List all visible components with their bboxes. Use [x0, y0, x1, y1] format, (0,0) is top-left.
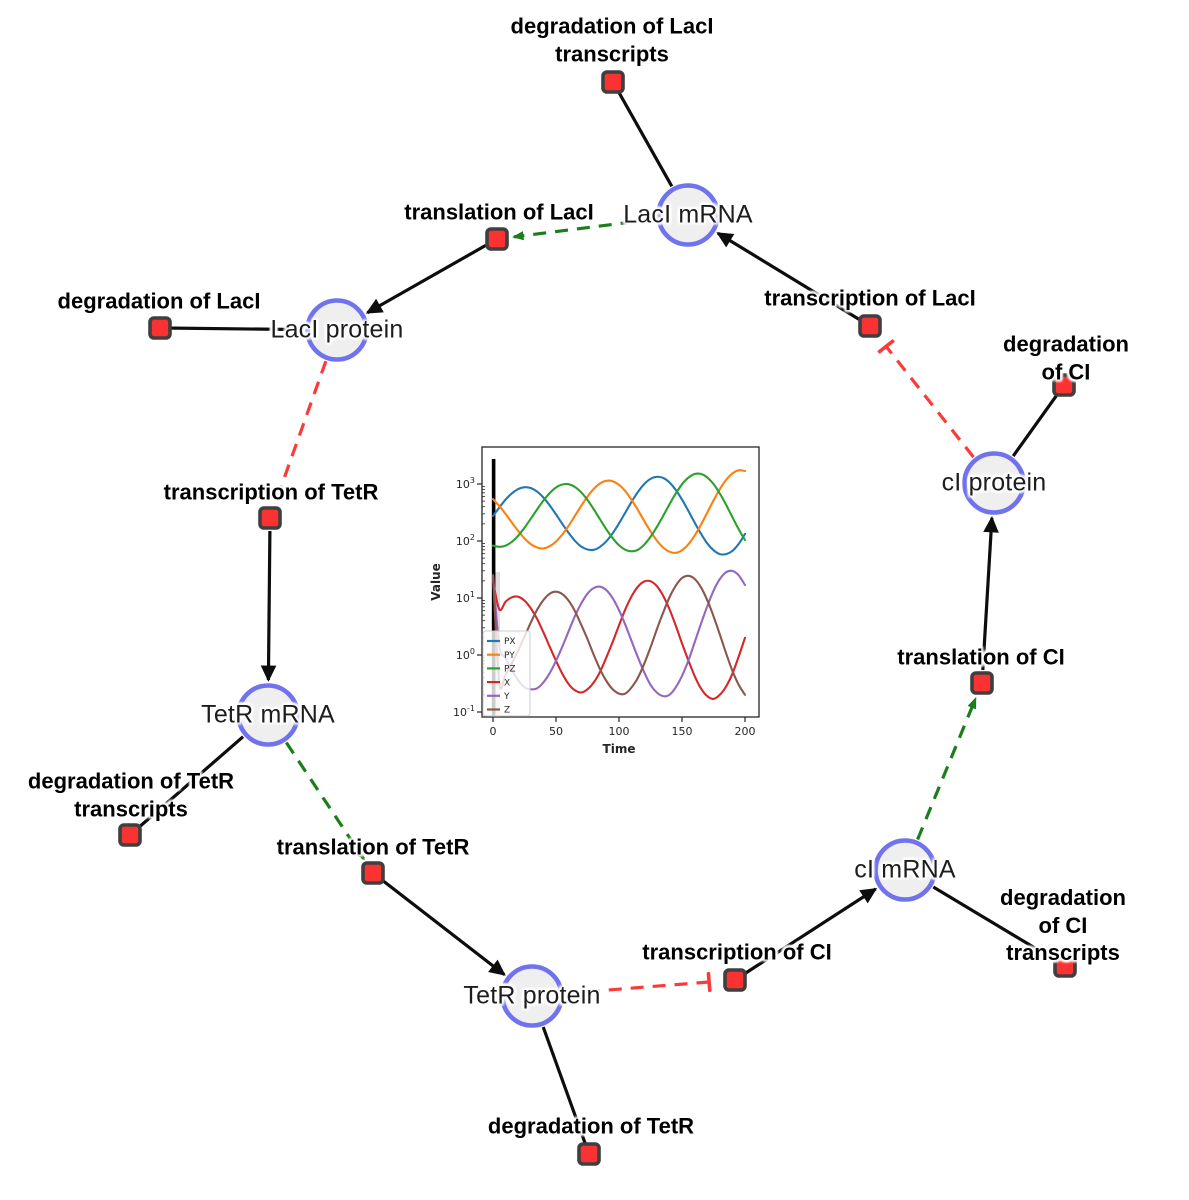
edge-transcription-of-ci--ci-mrna — [745, 887, 878, 975]
y-tick-label: 102 — [456, 533, 475, 548]
reaction-node-transcription-of-ci[interactable] — [723, 968, 747, 992]
series-PY — [491, 469, 747, 554]
reaction-node-degradation-of-tetr[interactable] — [577, 1142, 601, 1166]
reaction-node-degradation-of-ci-transcripts[interactable] — [1053, 954, 1077, 978]
species-node-tetr-protein[interactable] — [500, 964, 564, 1028]
x-tick-label: 200 — [735, 725, 756, 738]
edges-layer — [131, 83, 1064, 1152]
x-tick-label: 150 — [672, 725, 693, 738]
reaction-node-transcription-of-laci[interactable] — [858, 314, 882, 338]
y-tick-label: 100 — [456, 647, 475, 662]
nodes-layer — [118, 70, 1077, 1166]
y-tick-label: 101 — [456, 590, 475, 605]
reaction-node-degradation-of-laci[interactable] — [148, 316, 172, 340]
legend-label-Y: Y — [503, 692, 510, 702]
edge-laci-mrna--translation-of-laci — [511, 217, 656, 241]
edge-transcription-of-tetr--tetr-mrna — [260, 530, 277, 682]
legend-label-PY: PY — [504, 651, 515, 661]
edge-tetr-mrna--degradation-of-tetr-transcripts — [131, 735, 245, 835]
edge-ci-mrna--degradation-of-ci-transcripts — [932, 885, 1064, 966]
x-tick-label: 50 — [549, 725, 563, 738]
edge-tetr-protein--degradation-of-tetr — [541, 1026, 590, 1152]
edge-translation-of-laci--laci-protein — [365, 244, 487, 315]
series-Z — [491, 574, 747, 696]
species-node-laci-mrna[interactable] — [656, 183, 720, 247]
edge-translation-of-tetr--tetr-protein — [382, 879, 506, 976]
edge-ci-mrna--translation-of-ci — [916, 696, 977, 841]
series-PZ — [491, 472, 747, 553]
reaction-node-translation-of-tetr[interactable] — [361, 861, 385, 885]
edge-laci-protein--degradation-of-laci — [162, 326, 305, 332]
series-PX — [491, 475, 747, 556]
species-node-tetr-mrna[interactable] — [236, 683, 300, 747]
y-axis-label: Value — [430, 563, 443, 601]
reaction-node-degradation-of-tetr-transcripts[interactable] — [118, 823, 142, 847]
legend-label-PZ: PZ — [504, 665, 516, 675]
y-tick-label: 10-1 — [453, 704, 475, 719]
x-tick-label: 100 — [609, 725, 630, 738]
edge-tetr-mrna--translation-of-tetr — [284, 741, 365, 861]
edge-ci-protein--transcription-of-laci — [877, 339, 975, 459]
species-node-laci-protein[interactable] — [305, 298, 369, 362]
edge-laci-protein--transcription-of-tetr — [269, 360, 328, 499]
reaction-node-transcription-of-tetr[interactable] — [258, 506, 282, 530]
x-tick-label: 0 — [490, 725, 497, 738]
reaction-node-degradation-of-ci[interactable] — [1052, 373, 1076, 397]
edge-transcription-of-laci--laci-mrna — [716, 231, 860, 321]
legend: PX PY PZ XYZ — [482, 630, 531, 717]
edge-ci-protein--degradation-of-ci — [1011, 386, 1064, 458]
y-tick-label: 103 — [456, 476, 475, 491]
species-node-ci-protein[interactable] — [962, 451, 1026, 515]
reaction-node-degradation-of-laci-transcripts[interactable] — [601, 70, 625, 94]
reaction-node-translation-of-ci[interactable] — [970, 671, 994, 695]
legend-label-X: X — [504, 678, 510, 688]
x-axis-label: Time — [603, 742, 636, 756]
reaction-node-translation-of-laci[interactable] — [485, 227, 509, 251]
series-Y — [491, 569, 747, 698]
edge-tetr-protein--transcription-of-ci — [564, 971, 712, 995]
legend-label-Z: Z — [504, 706, 510, 716]
species-node-ci-mrna[interactable] — [873, 838, 937, 902]
legend-label-PX: PX — [504, 637, 516, 647]
edge-translation-of-ci--ci-protein — [981, 516, 999, 671]
edge-laci-mrna--degradation-of-laci-transcripts — [613, 83, 674, 188]
